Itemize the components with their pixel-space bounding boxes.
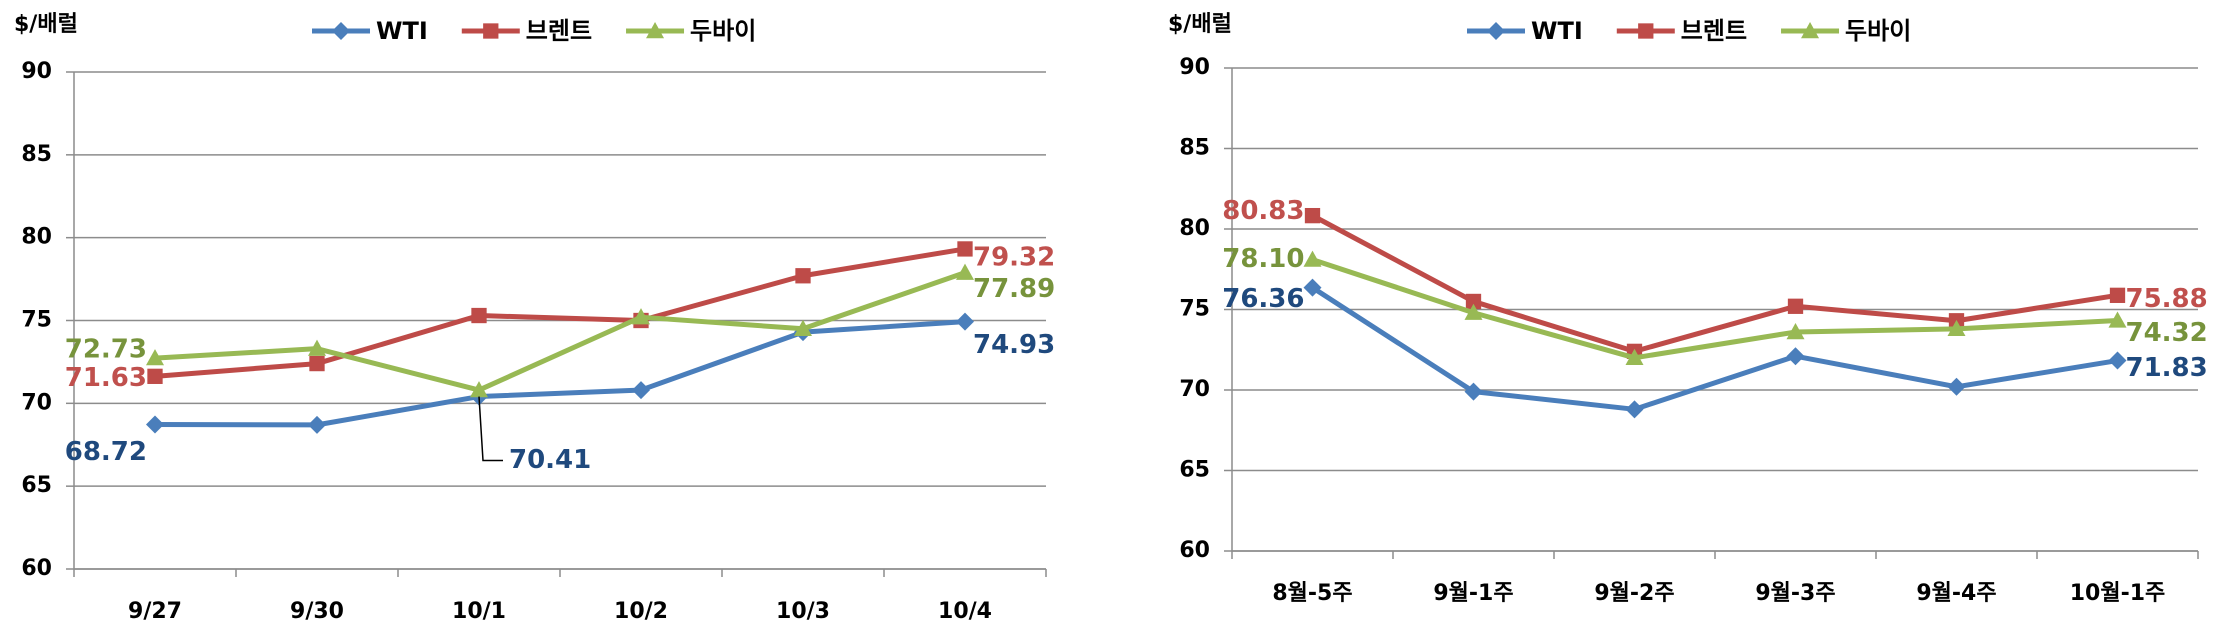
- data-point: [470, 381, 488, 398]
- x-tick-label: 10/2: [614, 599, 668, 624]
- data-label: 70.41: [509, 445, 591, 475]
- x-tick-label: 9/27: [128, 599, 182, 624]
- data-point: [2108, 351, 2127, 370]
- data-point: [956, 263, 974, 280]
- legend-marker: [332, 22, 350, 40]
- series-line: [1311, 285, 2118, 412]
- y-tick-label: 85: [1179, 136, 1210, 161]
- data-point: [308, 339, 326, 356]
- data-label: 74.93: [973, 330, 1055, 360]
- x-tick-label: 10/1: [452, 599, 506, 624]
- y-tick-label: 80: [1179, 216, 1210, 241]
- data-point: [309, 355, 325, 372]
- y-tick-label: 65: [1179, 458, 1210, 483]
- legend-marker: [483, 23, 499, 39]
- data-point: [956, 312, 974, 331]
- y-axis-label: $/배럴: [1168, 12, 1232, 37]
- x-tick-label: 10월-1주: [2070, 581, 2166, 606]
- series-line: [154, 246, 966, 379]
- y-tick-label: 80: [21, 225, 52, 250]
- x-tick-label: 9월-2주: [1594, 581, 1674, 606]
- data-label: 71.63: [65, 363, 147, 393]
- data-point: [1304, 207, 1321, 224]
- data-point: [1947, 319, 1966, 337]
- data-point: [795, 268, 811, 284]
- legend-label: 두바이: [690, 17, 756, 45]
- data-label: 68.72: [65, 437, 147, 467]
- x-tick-label: 10/3: [776, 599, 830, 624]
- y-tick-label: 60: [21, 556, 52, 581]
- data-point: [146, 349, 164, 366]
- data-label: 72.73: [65, 335, 147, 365]
- data-label: 71.83: [2126, 353, 2208, 383]
- label-leader: [478, 396, 503, 462]
- data-label: 78.10: [1222, 244, 1304, 274]
- data-point: [1625, 400, 1644, 419]
- y-tick-label: 85: [21, 142, 52, 167]
- data-label: 79.32: [973, 242, 1055, 272]
- data-point: [1947, 377, 1966, 396]
- x-tick-label: 9/30: [290, 599, 344, 624]
- data-point: [1625, 348, 1644, 365]
- data-point: [957, 241, 973, 257]
- data-label: 74.32: [2126, 318, 2208, 348]
- data-point: [1303, 250, 1322, 267]
- series-line: [1311, 257, 2118, 361]
- legend-label: 두바이: [1845, 17, 1911, 45]
- x-tick-label: 9월-4주: [1916, 581, 1996, 606]
- data-point: [471, 307, 487, 324]
- data-point: [794, 319, 812, 336]
- data-point: [632, 308, 650, 325]
- series-line: [154, 270, 966, 393]
- legend-label: 브렌트: [526, 17, 592, 45]
- x-tick-label: 10/4: [938, 599, 992, 624]
- series-line: [154, 319, 966, 428]
- x-tick-label: 8월-5주: [1272, 581, 1352, 606]
- data-label: 75.88: [2126, 284, 2208, 314]
- y-tick-label: 75: [1179, 297, 1210, 322]
- y-tick-label: 70: [1179, 377, 1210, 402]
- x-tick-label: 9월-3주: [1755, 581, 1835, 606]
- data-label: 77.89: [973, 274, 1055, 304]
- data-point: [1787, 298, 1804, 314]
- data-point: [146, 415, 164, 434]
- y-axis-label: $/배럴: [14, 12, 78, 37]
- legend-label: WTI: [376, 17, 428, 45]
- legend-marker: [1801, 22, 1820, 39]
- data-point: [1786, 323, 1805, 340]
- legend-label: 브렌트: [1681, 17, 1747, 45]
- data-label: 76.36: [1222, 284, 1304, 314]
- data-point: [1786, 347, 1805, 366]
- data-point: [308, 415, 326, 434]
- legend-label: WTI: [1531, 17, 1583, 45]
- data-point: [1464, 303, 1483, 320]
- y-tick-label: 90: [1179, 55, 1210, 80]
- data-point: [2108, 311, 2127, 328]
- legend-marker: [1487, 22, 1505, 40]
- data-point: [632, 381, 650, 400]
- data-point: [147, 368, 163, 384]
- data-point: [1464, 382, 1483, 401]
- legend-marker: [646, 22, 665, 39]
- y-tick-label: 75: [21, 308, 52, 333]
- data-point: [1465, 293, 1482, 310]
- y-tick-label: 70: [21, 390, 52, 415]
- data-label: 80.83: [1222, 196, 1304, 226]
- data-point: [2109, 287, 2126, 303]
- y-tick-label: 90: [21, 59, 52, 84]
- y-tick-label: 60: [1179, 538, 1210, 563]
- y-tick-label: 65: [21, 473, 52, 498]
- series-line: [1311, 213, 2118, 354]
- legend-marker: [1638, 23, 1654, 39]
- x-tick-label: 9월-1주: [1433, 581, 1513, 606]
- data-point: [1303, 278, 1322, 297]
